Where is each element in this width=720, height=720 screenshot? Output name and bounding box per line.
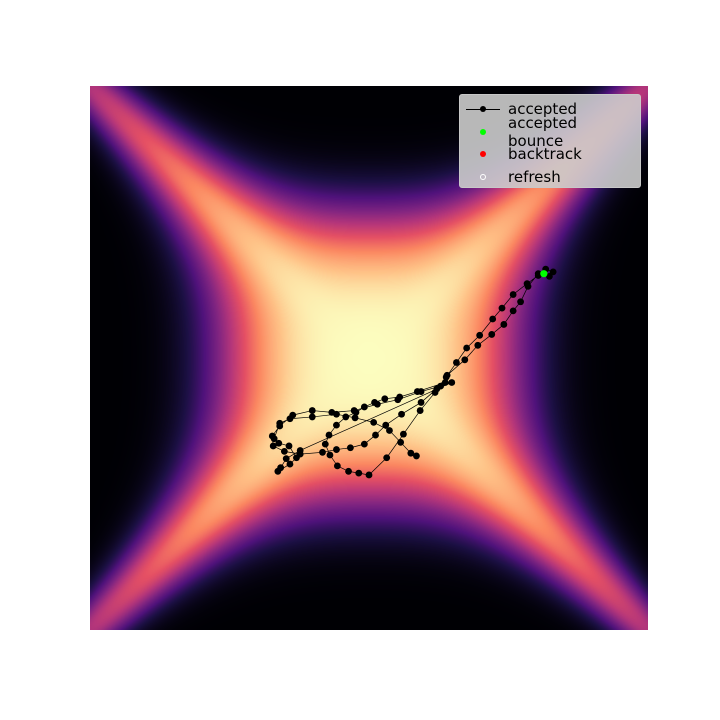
legend-entry-refresh: refresh (466, 166, 634, 189)
accepted-point (416, 407, 424, 414)
legend-label: accepted bounce (508, 113, 578, 150)
accepted-point (381, 395, 389, 403)
legend-entry-accepted: accepted (466, 98, 634, 121)
accepted-point (345, 467, 352, 475)
accepted-point (269, 442, 277, 450)
accepted-point (351, 414, 359, 422)
accepted-point (463, 344, 471, 352)
accepted-point (442, 373, 450, 381)
accepted-point (333, 421, 340, 429)
accepted-point (546, 273, 553, 280)
accepted-point (383, 454, 391, 462)
accepted-point (509, 307, 517, 315)
accepted-point (333, 446, 340, 453)
accepted-point (276, 419, 284, 427)
legend-label: backtrack (508, 145, 582, 164)
accepted-point (326, 451, 334, 459)
accepted-point (280, 447, 288, 455)
accepted-point (333, 462, 341, 470)
accepted-point (407, 449, 415, 457)
accepted-point (517, 298, 524, 306)
accepted-point (488, 331, 496, 338)
trajectory-overlay (268, 265, 557, 479)
accepted-point (285, 442, 293, 450)
accepted-point (474, 341, 482, 349)
legend-marker-accepted-bounce (466, 125, 500, 139)
accepted-point (342, 413, 350, 421)
accepted-point (461, 356, 469, 364)
accepted-point (275, 439, 283, 447)
accepted-point (333, 410, 340, 418)
accepted-point (437, 382, 445, 390)
accepted-point (476, 331, 484, 339)
legend-marker-backtrack (466, 147, 500, 161)
accepted-point (441, 379, 449, 386)
accepted-point (489, 315, 497, 323)
legend-marker-refresh (466, 170, 500, 184)
legend-label: accepted (508, 100, 578, 119)
accepted-point (534, 272, 542, 279)
accepted-point (270, 435, 278, 443)
accepted-point (453, 359, 460, 366)
accepted-point (286, 415, 294, 423)
accepted-point (308, 413, 316, 421)
accepted-point (509, 291, 517, 298)
accepted-point (321, 440, 329, 448)
accepted-point (360, 440, 368, 448)
accepted-point (523, 280, 531, 288)
bounce-point (540, 270, 548, 278)
accepted-point (370, 418, 378, 426)
accepted-point (500, 321, 508, 328)
accepted-point (365, 471, 373, 479)
trajectory-line (271, 268, 554, 476)
accepted-point (549, 268, 557, 276)
accepted-point (394, 396, 402, 404)
accepted-point (382, 421, 390, 429)
accepted-point (372, 431, 379, 439)
accepted-point (498, 304, 506, 312)
accepted-point (417, 399, 425, 406)
accepted-point (413, 452, 420, 460)
accepted-point (325, 431, 333, 439)
accepted-point (360, 403, 368, 411)
accepted-point (286, 460, 294, 468)
legend-entry-accepted-bounce: accepted bounce (466, 114, 634, 150)
accepted-point (274, 467, 282, 475)
legend-label: refresh (508, 167, 561, 186)
accepted-point (296, 447, 304, 454)
legend: accepted accepted bounce backtrack refre… (459, 94, 641, 188)
accepted-point (282, 455, 290, 463)
accepted-point (386, 427, 393, 434)
accepted-point (355, 469, 363, 477)
accepted-point (400, 430, 407, 438)
accepted-point (397, 438, 405, 446)
accepted-point (350, 407, 358, 414)
legend-entry-backtrack: backtrack (466, 143, 634, 166)
accepted-point (293, 454, 300, 462)
accepted-point (308, 407, 316, 414)
accepted-point (398, 410, 405, 418)
accepted-point (373, 400, 381, 408)
accepted-point (319, 448, 326, 456)
legend-marker-accepted (466, 102, 500, 116)
accepted-point (417, 388, 425, 395)
accepted-point (347, 444, 354, 452)
accepted-point (448, 379, 456, 386)
